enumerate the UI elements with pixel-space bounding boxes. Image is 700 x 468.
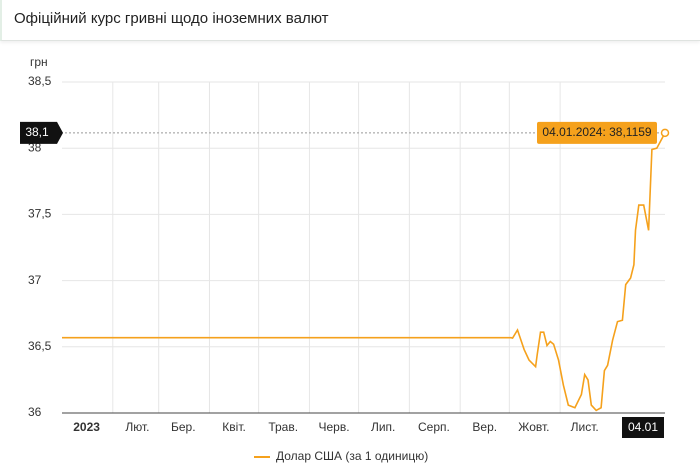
header: Офіційний курс гривні щодо іноземних вал… — [0, 0, 700, 41]
y-tick-label: 36 — [28, 405, 42, 419]
x-tick-label: Черв. — [318, 420, 349, 434]
y-tick-label: 38 — [28, 140, 42, 154]
tooltip-box — [537, 121, 657, 144]
legend-label: Долар США (за 1 одиницю) — [276, 449, 428, 463]
crosshair-x-label: 04.01 — [628, 420, 658, 434]
x-tick-label: Серп. — [418, 420, 450, 434]
marker — [660, 128, 670, 138]
crosshair-y-label: 38,1 — [25, 125, 49, 139]
chart-title: Офіційний курс гривні щодо іноземних вал… — [14, 10, 329, 27]
x-tick-label: Бер. — [171, 420, 196, 434]
y-tick-label: 37,5 — [28, 207, 52, 221]
y-tick-label: 36,5 — [28, 339, 52, 353]
x-tick-label: 2023 — [73, 420, 100, 434]
y-tick-label: 38,5 — [28, 74, 52, 88]
y-tick-label: 37 — [28, 273, 42, 287]
x-tick-label: Лют. — [125, 420, 149, 434]
x-tick-label: Лист. — [571, 420, 599, 434]
x-tick-label: Жовт. — [518, 420, 549, 434]
x-tick-label: Лип. — [371, 420, 395, 434]
y-axis-label: грн — [30, 55, 48, 69]
line — [62, 132, 666, 412]
x-tick-label: Вер. — [472, 420, 497, 434]
crosshair-y-box — [20, 121, 63, 144]
crosshair-x-box — [622, 417, 664, 438]
x-tick-label: Квіт. — [222, 420, 246, 434]
x-tick-label: Трав. — [268, 420, 298, 434]
tooltip: 04.01.2024: 38,1159 — [542, 125, 652, 139]
